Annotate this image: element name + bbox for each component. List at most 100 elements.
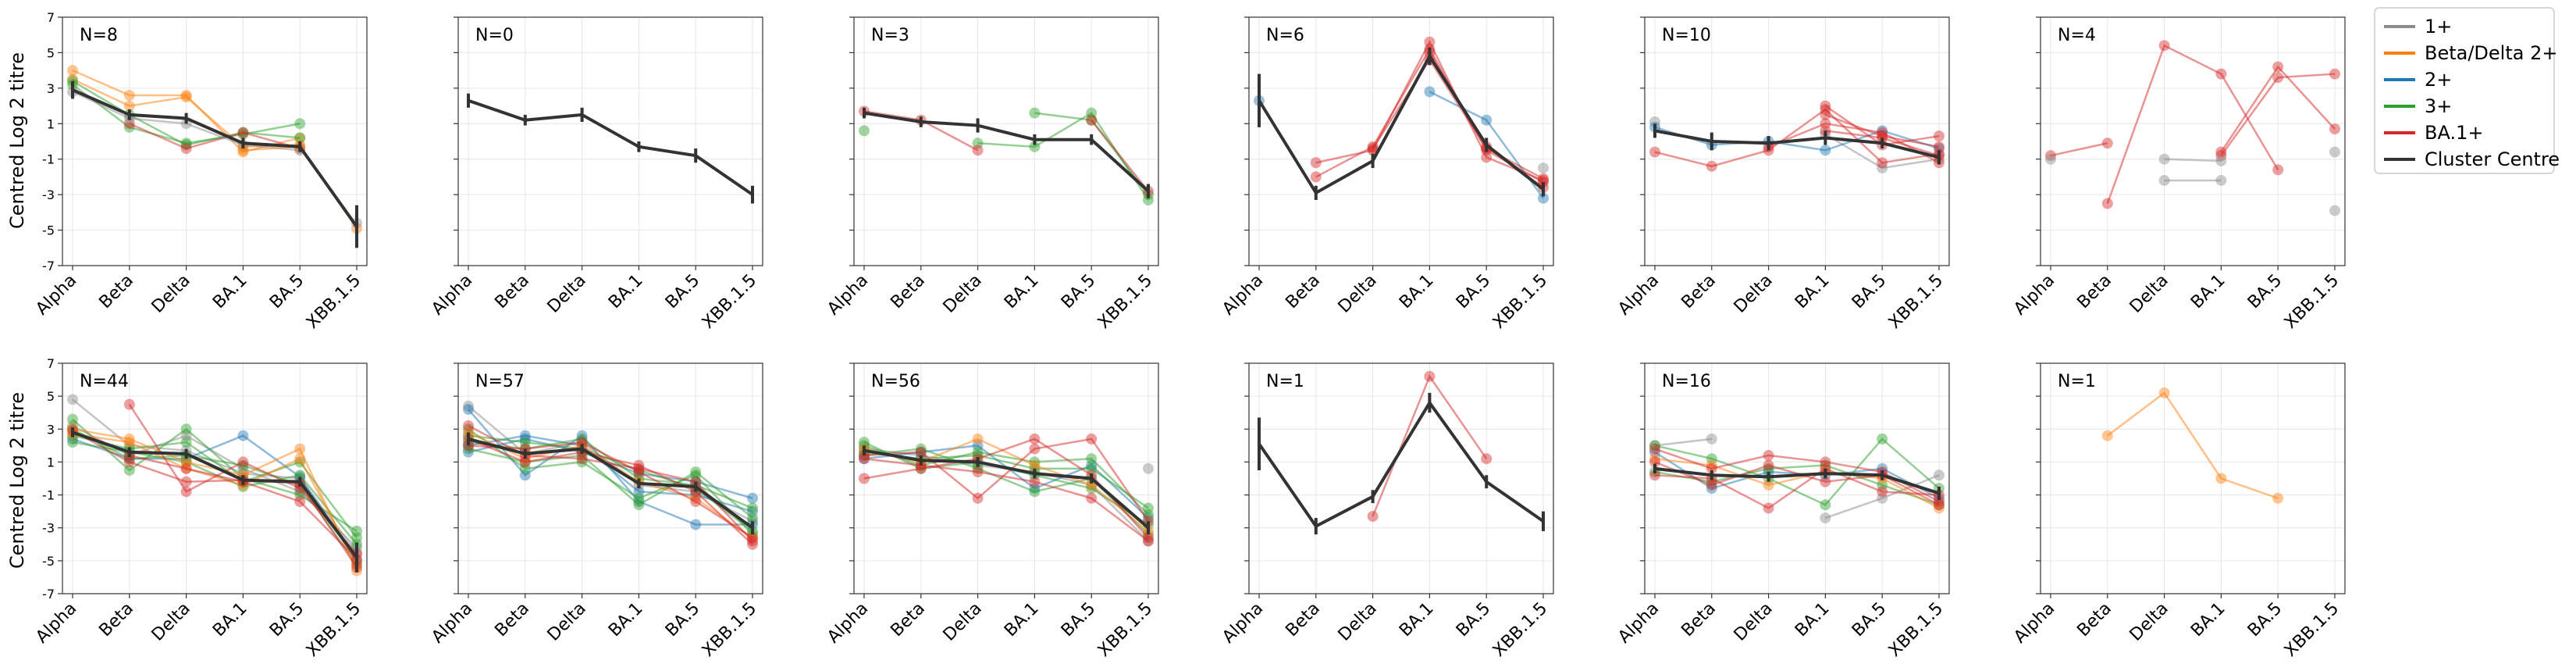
data-point [294, 443, 306, 455]
x-tick-label: Beta [95, 599, 137, 641]
series-line [468, 428, 753, 536]
data-point [1649, 456, 1660, 468]
series-1 [2045, 137, 2113, 162]
n-label: N=56 [871, 372, 920, 391]
data-point [294, 132, 306, 144]
legend-box [2374, 7, 2555, 174]
x-tick-label: BA.1 [1001, 599, 1043, 641]
data-point [67, 413, 78, 425]
data-point [2272, 72, 2284, 84]
data-point [1086, 483, 1098, 494]
data-point [747, 505, 758, 517]
data-point [1820, 109, 1831, 120]
series-line [1824, 113, 1940, 148]
data-point [633, 499, 645, 511]
data-point [1877, 486, 1888, 498]
data-point [1086, 462, 1098, 474]
cluster-centre-line [863, 448, 1150, 530]
data-point [1481, 114, 1493, 126]
x-tick-label: BA.5 [1453, 599, 1495, 641]
data-point [2329, 123, 2340, 135]
x-tick-label: BA.1 [1791, 271, 1834, 313]
data-point [972, 492, 984, 504]
x-tick-label: XBB.1.5 [2281, 271, 2343, 333]
x-tick-label: XBB.1.5 [1489, 271, 1551, 333]
data-point [2329, 205, 2340, 216]
data-point [123, 89, 135, 101]
data-point [1820, 512, 1831, 524]
data-point [2158, 153, 2170, 165]
y-tick-label: 1 [47, 116, 55, 131]
x-tick-label: BA.5 [1848, 271, 1891, 313]
data-point [1481, 152, 1493, 163]
cluster-centre-line [1654, 466, 1940, 495]
data-point [859, 473, 870, 484]
series-line [863, 457, 1149, 542]
series-line [1654, 461, 1940, 506]
data-point [1934, 499, 1944, 511]
y-axis-labels: Centred Log 2 titre Centred Log 2 titre [6, 52, 28, 569]
series-line [72, 434, 358, 562]
x-tick-label: Delta [1731, 599, 1777, 645]
series-line [1654, 464, 1940, 506]
data-point [690, 496, 702, 507]
data-point [2329, 146, 2340, 158]
x-tick-label: Beta [491, 271, 533, 313]
series-3 [67, 79, 306, 149]
data-point [1143, 512, 1154, 524]
data-point [237, 127, 249, 138]
series-line [1315, 40, 1544, 182]
data-point [463, 420, 474, 432]
data-point [1763, 459, 1774, 471]
x-tick-label: Delta [1731, 271, 1777, 317]
panel-frame [62, 16, 368, 266]
panel-frame [2040, 16, 2346, 266]
x-tick-label: BA.1 [2187, 599, 2229, 641]
data-point [1877, 433, 1888, 444]
n-label: N=57 [475, 372, 525, 391]
x-tick-label: Alpha [1219, 599, 1267, 648]
data-point [294, 118, 306, 130]
data-point [1820, 145, 1831, 156]
x-tick-label: BA.5 [662, 599, 704, 641]
data-point [180, 143, 192, 155]
data-point [972, 440, 984, 452]
data-point [1820, 100, 1831, 112]
cluster-centre-line [863, 111, 1150, 193]
y-tick-label: 5 [47, 45, 55, 60]
x-tick-label: BA.1 [1791, 599, 1834, 641]
data-point [1706, 479, 1717, 491]
data-point [1143, 462, 1154, 474]
y-tick-label: 7 [47, 356, 55, 371]
data-point [2158, 174, 2170, 186]
data-point [1310, 157, 1322, 169]
x-tick-label: BA.5 [662, 271, 704, 313]
series-line [72, 430, 358, 568]
data-point [1877, 127, 1888, 138]
data-point [972, 137, 984, 149]
x-tick-label: Beta [1678, 271, 1720, 313]
data-point [1424, 370, 1436, 382]
x-tick-label: Delta [148, 271, 194, 317]
data-point [123, 456, 135, 468]
series-line [72, 80, 301, 146]
cluster-centre-line [1654, 129, 1940, 159]
data-point [2158, 40, 2170, 52]
data-point [2329, 68, 2340, 80]
x-tick-label: Beta [95, 271, 137, 313]
panel-frame [1248, 362, 1554, 594]
panel-7: N=44 -7 -5 -3 -1 1 3 5 7 Alpha Beta Delta BA.1 BA.5XB… [32, 356, 368, 661]
series-4 [2215, 68, 2340, 162]
x-tick-label: Alpha [428, 271, 476, 320]
x-tick-label: Alpha [824, 271, 872, 320]
x-tick-label: Alpha [824, 599, 872, 648]
x-tick-label: BA.1 [209, 599, 251, 641]
data-point [633, 492, 645, 504]
y-tick-label: 5 [47, 389, 55, 404]
data-point [1424, 36, 1436, 48]
legend-label: 3+ [2425, 95, 2452, 117]
data-point [1934, 502, 1944, 514]
data-point [747, 512, 758, 524]
